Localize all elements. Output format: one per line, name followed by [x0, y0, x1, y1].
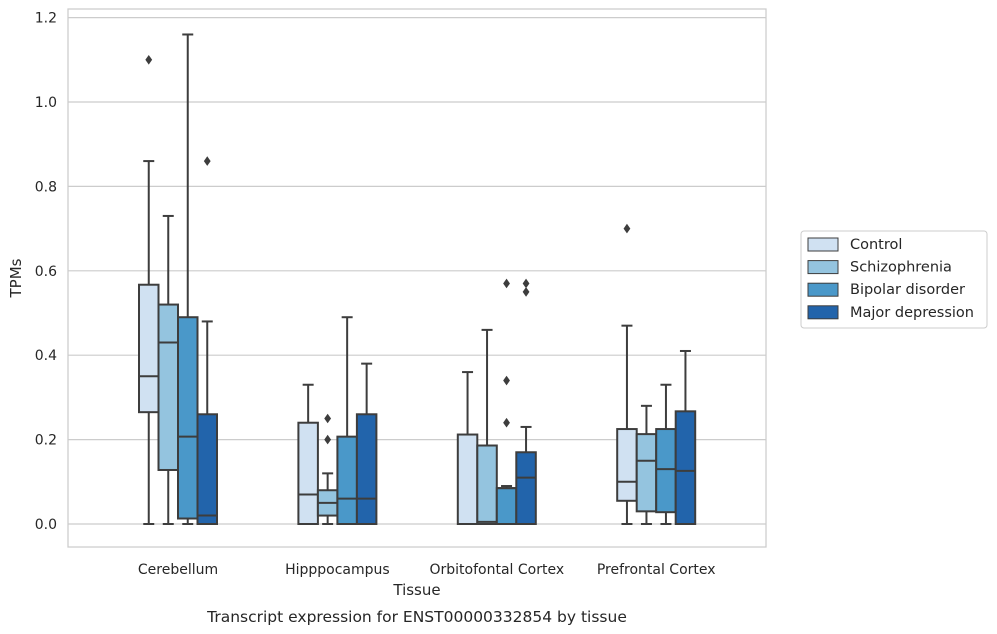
box-iqr	[157, 303, 179, 471]
y-tick-label: 0.8	[35, 179, 57, 195]
y-tick-label: 0.2	[35, 433, 57, 449]
x-tick-label: Prefrontal Cortex	[597, 562, 716, 578]
legend-frame	[800, 230, 988, 329]
box-iqr	[138, 283, 160, 414]
outlier-point	[522, 287, 530, 297]
box-iqr	[655, 428, 677, 514]
box-major-depression	[674, 349, 697, 525]
legend: Control Schizophrenia Bipolar disorder Majo…	[800, 230, 988, 329]
y-tick-label: 0.4	[35, 348, 57, 364]
outlier-point	[503, 375, 510, 386]
box-iqr	[616, 428, 638, 502]
x-tick-label: Hipppocampus	[285, 562, 390, 578]
box-iqr	[456, 433, 479, 526]
box-schizophrenia	[635, 404, 658, 525]
box-iqr	[177, 316, 199, 520]
box-iqr	[515, 451, 537, 526]
box-control	[616, 223, 638, 525]
box-bipolar-disorder	[655, 383, 677, 525]
box-schizophrenia	[157, 214, 179, 525]
box-iqr	[196, 413, 218, 525]
box-iqr	[495, 487, 518, 526]
outlier-point	[503, 417, 510, 428]
y-tick-labels: 0.0 0.2 0.4 0.6 0.8 1.0 1.2	[35, 11, 57, 533]
y-tick-label: 0.0	[35, 517, 57, 533]
outlier-point	[324, 434, 332, 445]
y-tick-label: 1.2	[35, 11, 57, 27]
outlier-point	[324, 413, 332, 424]
legend-item: Bipolar disorder	[807, 282, 965, 298]
legend-label: Bipolar disorder	[850, 282, 965, 298]
x-tick-labels: Cerebellum Hipppocampus Orbitofontal Corte…	[138, 562, 716, 578]
legend-label: Major depression	[850, 305, 974, 321]
figure-caption: Transcript expression for ENST0000033285…	[206, 608, 627, 626]
outlier-point	[522, 278, 530, 289]
y-axis-label: TPMs	[7, 258, 25, 298]
legend-swatch	[807, 305, 839, 320]
x-tick-label: Orbitofontal Cortex	[429, 562, 564, 578]
legend-item: Schizophrenia	[807, 260, 952, 276]
box-iqr	[297, 421, 319, 525]
box-major-depression	[355, 362, 378, 525]
legend-swatch	[807, 260, 839, 275]
plot-frame	[67, 8, 767, 548]
box-iqr	[355, 413, 378, 525]
box-control	[138, 55, 160, 525]
y-tick-label: 1.0	[35, 95, 57, 111]
box-bipolar-disorder	[495, 278, 518, 526]
box-major-depression	[196, 156, 218, 525]
legend-swatch	[807, 282, 839, 297]
legend-items: Control Schizophrenia Bipolar disorder Majo…	[807, 237, 974, 321]
box-schizophrenia	[476, 328, 498, 525]
outlier-point	[203, 156, 211, 166]
x-axis-label: Tissue	[392, 581, 440, 599]
x-tick-label: Cerebellum	[138, 562, 218, 578]
box-control	[297, 383, 319, 525]
legend-swatch	[807, 237, 839, 252]
box-iqr	[476, 444, 498, 525]
legend-label: Schizophrenia	[850, 260, 952, 276]
legend-label: Control	[850, 237, 902, 253]
outlier-point	[145, 55, 153, 65]
legend-item: Major depression	[807, 305, 974, 321]
boxes	[138, 33, 697, 526]
outlier-point	[503, 278, 510, 289]
outlier-point	[623, 223, 631, 234]
box-major-depression	[515, 278, 537, 526]
box-iqr	[635, 433, 658, 513]
y-tick-label: 0.6	[35, 264, 57, 280]
box-iqr	[674, 410, 697, 525]
box-control	[456, 371, 479, 526]
box-schizophrenia	[316, 413, 339, 525]
legend-item: Control	[807, 237, 902, 253]
box-iqr	[336, 435, 358, 525]
